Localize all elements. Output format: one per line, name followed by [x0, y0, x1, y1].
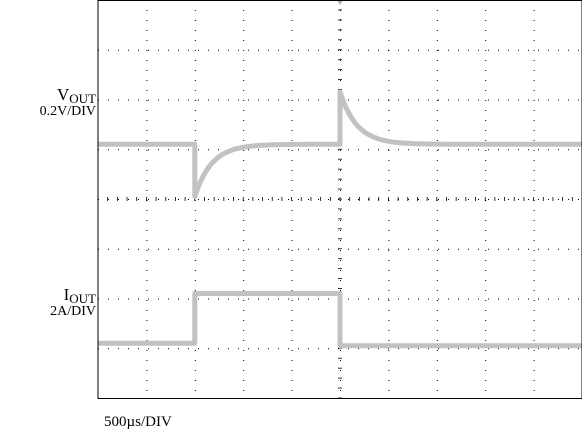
- iout-scale: 2A/DIV: [50, 304, 96, 319]
- vout-label-sub: OUT: [69, 91, 96, 106]
- trigger-marker: [337, 0, 343, 5]
- iout-label-main: I: [63, 285, 70, 304]
- time-scale-label: 500µs/DIV: [104, 414, 172, 430]
- vout-label: VOUT 0.2V/DIV: [40, 86, 96, 119]
- trace-vout: [98, 89, 582, 199]
- trace-iout: [98, 291, 582, 349]
- iout-label: IOUT 2A/DIV: [50, 286, 96, 319]
- vout-scale: 0.2V/DIV: [39, 104, 96, 119]
- plot-frame: [97, 0, 582, 399]
- vout-label-main: V: [57, 85, 70, 104]
- iout-label-sub: OUT: [69, 291, 96, 306]
- traces: [98, 89, 582, 349]
